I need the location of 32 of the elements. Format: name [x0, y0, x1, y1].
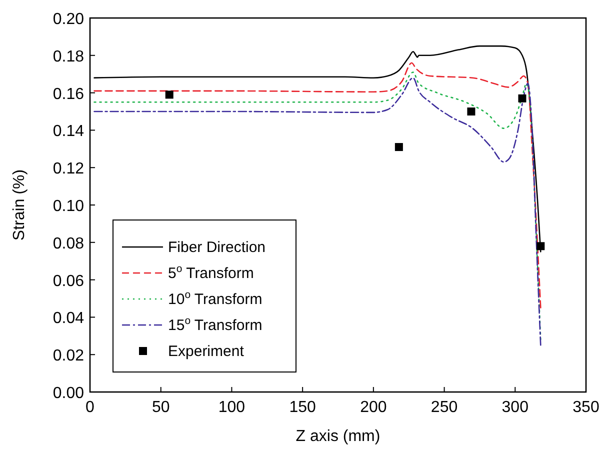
- y-tick-label: 0.10: [52, 198, 84, 215]
- y-tick-label: 0.04: [52, 310, 84, 328]
- x-tick-label: 200: [360, 399, 387, 416]
- x-tick-label: 150: [289, 399, 316, 416]
- y-tick-label: 0.16: [52, 86, 84, 103]
- x-tick-label: 100: [218, 399, 246, 416]
- y-tick-label: 0.12: [52, 160, 84, 178]
- y-tick-label: 0.02: [52, 348, 84, 365]
- x-tick-label: 350: [572, 399, 600, 416]
- y-tick-label: 0.00: [52, 385, 84, 402]
- y-tick-label: 0.08: [52, 235, 84, 252]
- point: [536, 242, 545, 250]
- line-series: [94, 45, 542, 252]
- x-tick-label: 300: [502, 399, 529, 416]
- legend-label: 10$^{o}$ Transform: [168, 289, 262, 308]
- x-tick-label: 50: [152, 399, 170, 416]
- y-tick-label: 0.18: [52, 48, 84, 66]
- point: [394, 143, 403, 152]
- y-tick-label: 0.06: [52, 272, 84, 290]
- x-axis-title: Z axis (mm): [296, 428, 380, 445]
- x-tick-label: 0: [86, 399, 95, 416]
- legend-label: Fiber Direction: [168, 239, 266, 256]
- y-tick-label: 0.14: [52, 123, 84, 140]
- point: [165, 90, 174, 99]
- y-axis-title: Strain (%): [11, 169, 28, 241]
- legend-label: 15$^{o}$ Transform: [168, 315, 262, 334]
- legend-label: Experiment: [168, 343, 245, 360]
- x-tick-label: 250: [430, 399, 458, 416]
- y-tick-label: 0.20: [52, 11, 84, 28]
- legend-label: 5$^{o}$ Transform: [168, 263, 254, 282]
- point: [518, 94, 526, 102]
- point: [467, 108, 476, 116]
